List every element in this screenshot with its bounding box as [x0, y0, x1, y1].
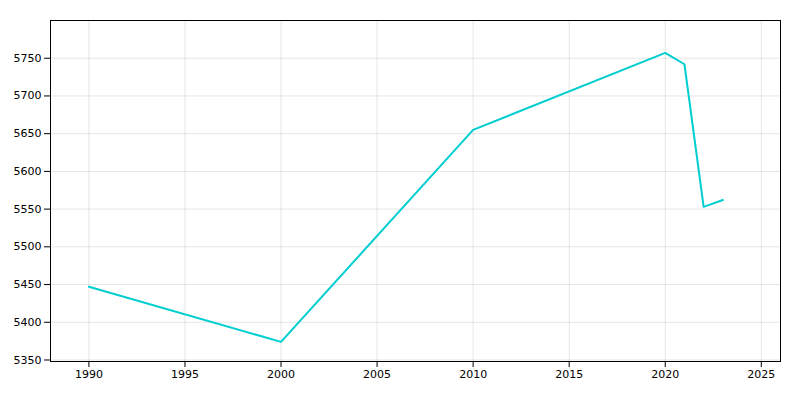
svg-text:2020: 2020 [651, 368, 679, 381]
svg-text:5700: 5700 [14, 89, 42, 102]
svg-text:5600: 5600 [14, 165, 42, 178]
svg-text:5450: 5450 [14, 278, 42, 291]
svg-text:1995: 1995 [171, 368, 199, 381]
svg-text:5550: 5550 [14, 203, 42, 216]
svg-text:5400: 5400 [14, 316, 42, 329]
svg-text:5650: 5650 [14, 127, 42, 140]
svg-text:2025: 2025 [747, 368, 775, 381]
svg-text:2005: 2005 [363, 368, 391, 381]
svg-text:5500: 5500 [14, 240, 42, 253]
svg-text:5750: 5750 [14, 52, 42, 65]
svg-text:2015: 2015 [555, 368, 583, 381]
svg-text:5350: 5350 [14, 354, 42, 367]
svg-text:1990: 1990 [75, 368, 103, 381]
svg-text:2000: 2000 [267, 368, 295, 381]
svg-text:2010: 2010 [459, 368, 487, 381]
